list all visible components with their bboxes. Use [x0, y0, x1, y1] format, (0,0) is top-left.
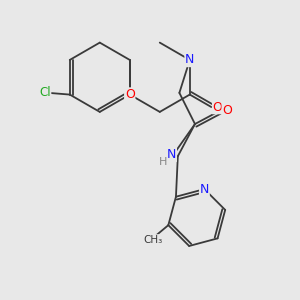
Text: H: H — [158, 158, 167, 167]
Text: N: N — [200, 183, 209, 196]
Text: O: O — [125, 88, 135, 101]
Text: Cl: Cl — [39, 86, 51, 99]
Text: O: O — [213, 100, 223, 113]
Text: CH₃: CH₃ — [143, 235, 163, 245]
Text: N: N — [167, 148, 176, 161]
Text: O: O — [222, 104, 232, 117]
Text: N: N — [185, 53, 194, 66]
